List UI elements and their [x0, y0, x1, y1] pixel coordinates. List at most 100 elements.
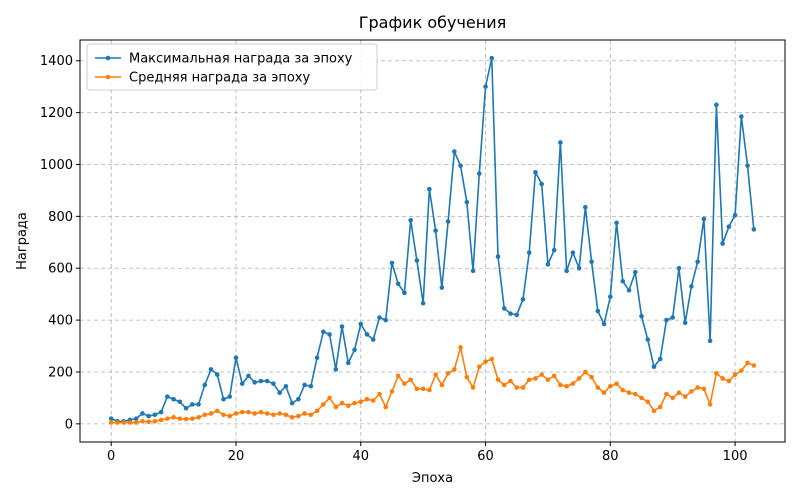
data-point: [701, 216, 707, 222]
data-point: [321, 402, 326, 407]
data-point: [464, 374, 470, 380]
data-point: [614, 220, 619, 226]
legend-box: [86, 43, 378, 91]
data-point: [514, 312, 520, 318]
data-point: [695, 259, 700, 265]
data-point: [651, 408, 657, 414]
x-tick-label: 20: [228, 449, 245, 464]
data-point: [314, 355, 320, 361]
data-point: [501, 306, 507, 311]
data-point: [146, 419, 151, 425]
data-point: [558, 382, 563, 388]
data-point: [364, 396, 370, 402]
data-point: [707, 338, 713, 344]
series-layer: [108, 55, 757, 425]
data-point: [545, 377, 551, 383]
data-point: [214, 408, 220, 414]
data-point: [327, 332, 332, 337]
data-point: [670, 315, 675, 320]
data-point: [420, 386, 426, 392]
y-tick-label: 400: [48, 314, 73, 329]
data-point: [445, 370, 451, 376]
data-point: [358, 321, 364, 327]
data-point: [227, 413, 233, 419]
data-point: [183, 405, 189, 411]
data-point: [732, 372, 738, 377]
data-point: [533, 169, 538, 175]
data-point: [695, 385, 700, 390]
data-point: [539, 181, 544, 187]
data-point: [408, 377, 413, 383]
data-point: [370, 337, 376, 342]
data-point: [595, 308, 601, 314]
x-tick-label: 100: [723, 449, 748, 464]
data-point: [476, 364, 482, 370]
data-point: [133, 420, 139, 425]
data-point: [583, 204, 588, 210]
data-point: [608, 383, 613, 389]
data-point: [470, 268, 476, 274]
data-point: [608, 294, 613, 300]
data-point: [246, 409, 251, 415]
data-point: [264, 378, 270, 384]
data-point: [333, 404, 339, 410]
data-point: [520, 385, 526, 390]
data-point: [196, 402, 201, 407]
data-point: [645, 337, 651, 342]
data-point: [302, 411, 307, 416]
data-point: [508, 378, 513, 384]
data-point: [271, 412, 276, 418]
data-point: [358, 399, 364, 405]
data-point: [520, 297, 526, 302]
data-point: [252, 411, 257, 416]
legend-marker-1: [105, 55, 111, 61]
data-point: [208, 411, 214, 416]
data-point: [121, 420, 126, 425]
data-point: [277, 390, 282, 396]
data-point: [214, 372, 220, 377]
data-point: [570, 250, 576, 255]
data-point: [108, 420, 114, 425]
data-point: [720, 241, 725, 246]
data-point: [108, 416, 114, 421]
data-point: [576, 376, 582, 381]
data-point: [707, 402, 713, 407]
data-point: [526, 377, 532, 383]
data-point: [171, 396, 176, 402]
data-point: [221, 396, 226, 402]
data-point: [152, 418, 158, 424]
data-point: [632, 391, 638, 397]
data-point: [233, 411, 239, 416]
data-point: [476, 171, 482, 176]
data-point: [682, 320, 688, 325]
data-point: [595, 385, 601, 390]
data-point: [539, 372, 544, 377]
data-point: [289, 400, 295, 406]
data-point: [127, 420, 133, 425]
data-point: [427, 186, 432, 192]
data-point: [676, 265, 682, 271]
data-point: [252, 380, 257, 385]
data-point: [196, 415, 201, 420]
data-point: [202, 382, 208, 388]
data-point: [551, 373, 557, 379]
data-point: [483, 84, 488, 89]
y-tick-label: 800: [48, 210, 73, 225]
data-point: [402, 290, 407, 296]
data-point: [140, 418, 145, 424]
data-point: [377, 391, 382, 397]
data-point: [545, 262, 551, 267]
data-point: [745, 360, 750, 366]
x-tick-label: 60: [477, 449, 494, 464]
data-point: [464, 199, 470, 205]
y-tick-label: 1400: [40, 54, 73, 69]
data-point: [183, 416, 189, 422]
data-point: [233, 355, 239, 361]
data-point: [483, 359, 488, 364]
y-tick-label: 200: [48, 365, 73, 380]
x-tick-label: 80: [602, 449, 619, 464]
data-point: [720, 376, 725, 381]
data-point: [739, 114, 744, 119]
data-point: [352, 400, 357, 406]
